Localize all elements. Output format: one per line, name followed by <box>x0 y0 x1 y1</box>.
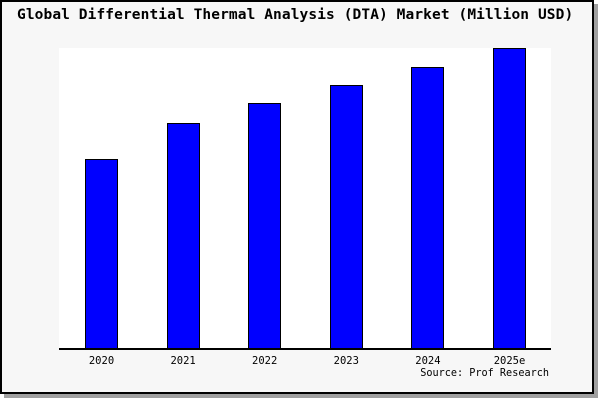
x-tick-label-2023: 2023 <box>333 355 359 367</box>
bar-2020 <box>85 159 118 348</box>
x-tick-label-2025e: 2025e <box>493 355 526 367</box>
bar-2021 <box>166 123 200 348</box>
bar-2024 <box>411 67 445 348</box>
chart-frame: Global Differential Thermal Analysis (DT… <box>0 0 594 394</box>
x-tick-label-2022: 2022 <box>252 355 278 367</box>
x-tick-label-2024: 2024 <box>415 355 441 367</box>
chart-title: Global Differential Thermal Analysis (DT… <box>17 7 574 23</box>
plot-area <box>59 48 551 350</box>
x-tick-label-2021: 2021 <box>170 355 196 367</box>
bar-2022 <box>248 103 282 348</box>
x-tick-label-2020: 2020 <box>88 355 115 367</box>
source-note: Source: Prof Research <box>420 368 549 379</box>
x-axis: 2020 2021 2022 2023 2024 2025e <box>59 355 551 369</box>
bar-2023 <box>329 85 363 348</box>
bar-2025e <box>493 48 526 348</box>
